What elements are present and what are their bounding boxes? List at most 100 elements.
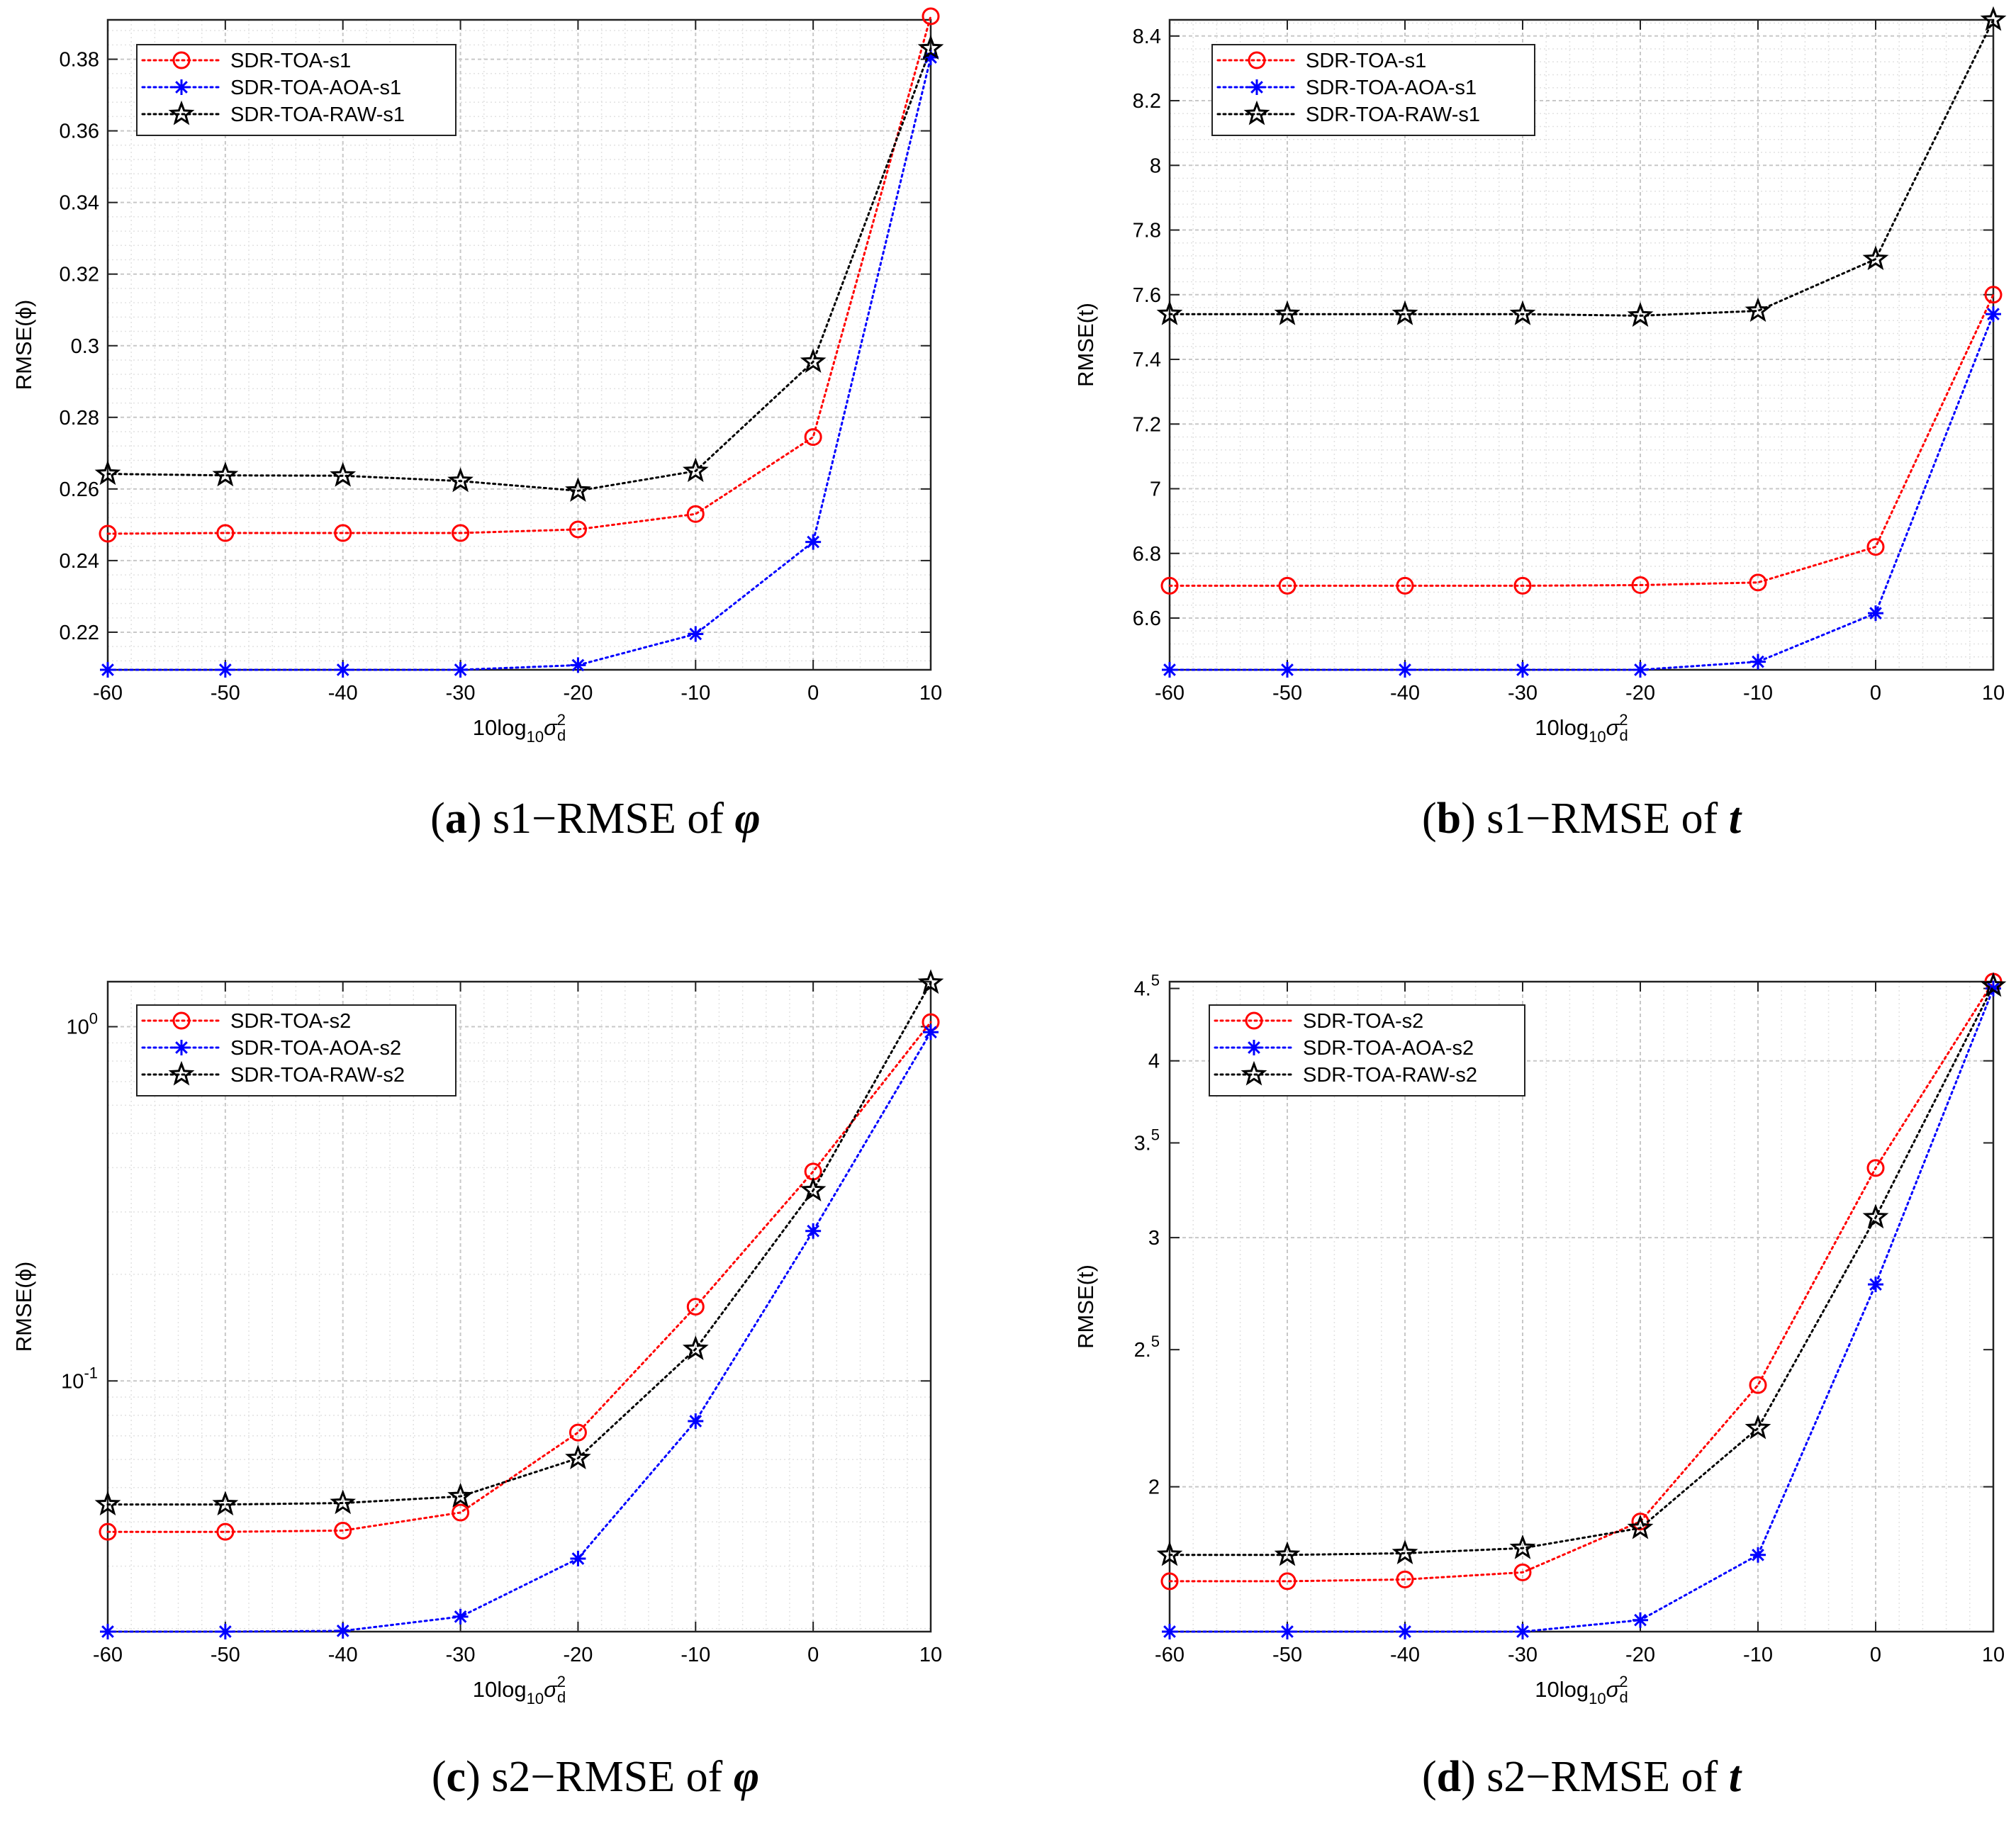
legend-marker: [168, 100, 195, 125]
series-line: [106, 1021, 932, 1533]
data-point: [330, 461, 357, 487]
x-tick-label: 0: [1870, 1644, 1881, 1666]
legend-label: SDR-TOA-AOA-s2: [230, 1037, 401, 1060]
x-tick-label: -20: [1625, 1644, 1655, 1666]
data-point: [570, 1551, 586, 1567]
data-point: [1278, 576, 1297, 595]
axes-box: [106, 18, 932, 671]
data-point: [682, 457, 709, 483]
chart-caption: (b) s1−RMSE of t: [1422, 795, 1742, 843]
data-point: [1868, 1277, 1883, 1293]
y-tick-label: 7.4: [1133, 349, 1161, 371]
data-point: [1397, 662, 1413, 678]
data-point: [682, 1335, 709, 1360]
data-point: [212, 461, 239, 487]
data-point: [452, 1503, 470, 1522]
x-tick-label: 10: [919, 682, 942, 705]
data-point: [1750, 1547, 1766, 1563]
y-tick-label: 6.6: [1133, 607, 1161, 630]
legend-marker: [174, 79, 189, 95]
legend-marker: [174, 1040, 189, 1055]
x-tick-label: -20: [1625, 682, 1655, 705]
data-point: [1396, 1570, 1414, 1588]
data-point: [923, 50, 939, 66]
legend-label: SDR-TOA-s2: [230, 1010, 351, 1033]
y-tick-label: 7.8: [1133, 220, 1161, 242]
data-point: [94, 460, 121, 486]
x-tick-label: -60: [1155, 1644, 1185, 1666]
data-point: [804, 428, 822, 447]
series-line: [1168, 980, 1995, 1583]
y-tick-label: 4: [1148, 1050, 1160, 1073]
legend-marker: [1248, 51, 1266, 69]
data-point: [1396, 576, 1414, 595]
chart-caption: (d) s2−RMSE of t: [1422, 1753, 1742, 1801]
x-tick-label: 0: [1870, 682, 1881, 705]
x-tick-label: -10: [1743, 1644, 1773, 1666]
y-tick-label: 4.5: [1134, 972, 1160, 1001]
data-point: [334, 1521, 352, 1539]
chart-caption: (c) s2−RMSE of φ: [432, 1753, 759, 1801]
x-tick-label: 10: [1982, 682, 2005, 705]
y-tick-label: 100: [66, 1010, 98, 1039]
legend-label: SDR-TOA-AOA-s1: [230, 77, 401, 99]
data-point: [1391, 1539, 1418, 1564]
series-line: [106, 47, 932, 492]
data-point: [1515, 1624, 1530, 1639]
y-axis-label: RMSE(ϕ): [11, 300, 36, 391]
data-point: [216, 1522, 235, 1541]
x-axis-label: 10log10σ2 d: [473, 1673, 566, 1707]
data-point: [1156, 1541, 1183, 1566]
data-point: [570, 657, 586, 673]
x-tick-label: -10: [1743, 682, 1773, 705]
legend-label: SDR-TOA-s1: [1306, 50, 1426, 72]
data-point: [805, 1223, 822, 1239]
legend-label: SDR-TOA-RAW-s1: [230, 103, 405, 126]
legend-marker: [172, 1011, 191, 1030]
x-tick-label: 0: [807, 1644, 819, 1666]
legend-marker: [1243, 100, 1270, 125]
series-line: [106, 982, 932, 1506]
y-tick-label: 7.2: [1133, 413, 1161, 436]
data-point: [1749, 573, 1767, 592]
chart-d: -60 -50 -40 -30 -20 -10 0 10 2 2.5 3 3.5 4 4.5 10log10…: [1073, 972, 2007, 1801]
data-point: [1274, 1541, 1301, 1566]
series-line: [106, 56, 932, 671]
data-point: [334, 524, 352, 542]
x-tick-label: -60: [1155, 682, 1185, 705]
data-point: [1279, 1624, 1295, 1639]
data-point: [1509, 300, 1536, 325]
data-point: [923, 1024, 939, 1040]
data-point: [447, 1482, 474, 1508]
data-point: [1862, 1204, 1889, 1229]
data-point: [100, 1624, 116, 1639]
y-tick-label: 3: [1148, 1227, 1160, 1250]
y-axis-label: RMSE(ϕ): [11, 1262, 36, 1352]
y-tick-label: 0.3: [71, 335, 99, 358]
data-point: [1633, 1612, 1648, 1628]
data-point: [1986, 306, 2001, 322]
x-tick-label: 10: [1982, 1644, 2005, 1666]
data-point: [800, 1177, 827, 1202]
series-line: [1168, 293, 1995, 587]
x-tick-label: -50: [211, 1644, 240, 1666]
data-point: [1866, 1159, 1885, 1177]
x-tick-label: -50: [1272, 1644, 1302, 1666]
data-point: [805, 534, 822, 550]
y-tick-label: 7: [1150, 478, 1161, 501]
data-point: [330, 1489, 357, 1515]
data-point: [217, 662, 233, 678]
x-tick-label: -60: [93, 1644, 123, 1666]
data-point: [1397, 1624, 1413, 1639]
data-point: [335, 1622, 351, 1639]
y-tick-label: 6.8: [1133, 543, 1161, 566]
data-point: [1745, 297, 1771, 322]
y-tick-label: 0.28: [60, 407, 99, 430]
x-tick-label: -50: [1272, 682, 1302, 705]
data-point: [917, 969, 944, 994]
legend-label: SDR-TOA-RAW-s2: [1303, 1064, 1477, 1087]
data-point: [1627, 1514, 1654, 1539]
data-point: [1745, 1414, 1771, 1440]
x-tick-label: -30: [1508, 682, 1538, 705]
data-point: [565, 1445, 591, 1469]
